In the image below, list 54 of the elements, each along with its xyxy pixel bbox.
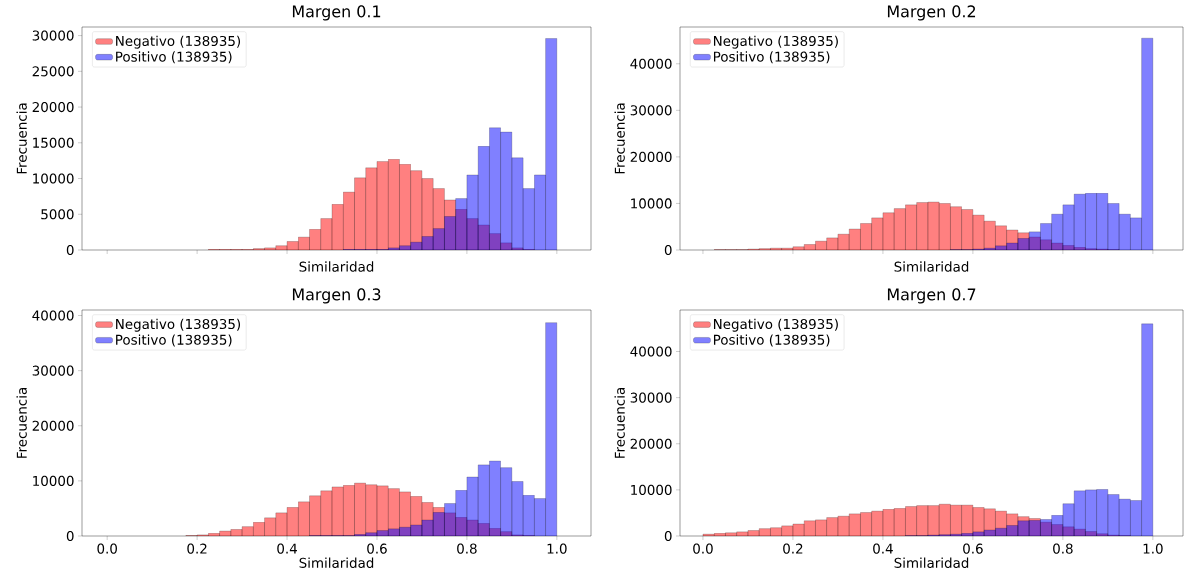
chart-title: Margen 0.7: [887, 288, 976, 304]
legend-label: Negativo (138935): [116, 35, 241, 49]
x-axis-title: Similaridad: [299, 261, 374, 272]
y-tick-label: 20000: [630, 438, 672, 449]
x-tick-label: 0.6: [367, 543, 387, 554]
y-axis-title: Frecuencia: [16, 388, 27, 458]
legend-label: Negativo (138935): [713, 318, 838, 332]
legend-label: Positivo (138935): [713, 334, 830, 347]
x-tick-label: 0.8: [457, 543, 477, 554]
y-axis-title: Frecuencia: [614, 388, 625, 458]
y-tick-label: 0: [66, 244, 74, 256]
y-tick-label: 10000: [631, 198, 672, 209]
y-tick-label: 15000: [33, 137, 74, 148]
legend-label: Negativo (138935): [713, 35, 838, 49]
y-axis-title: Frecuencia: [614, 103, 625, 174]
x-axis-title: Similaridad: [299, 557, 374, 568]
y-tick-label: 20000: [32, 101, 74, 113]
y-tick-label: 0: [664, 244, 672, 256]
y-tick-label: 30000: [630, 105, 672, 116]
x-axis-title: Similaridad: [894, 557, 969, 568]
chart-title: Margen 0.2: [887, 5, 976, 21]
x-tick-label: 0.4: [873, 543, 893, 554]
legend-label: Positivo (138935): [116, 51, 232, 64]
x-tick-label: 0.2: [187, 543, 207, 554]
y-tick-label: 10000: [33, 475, 74, 486]
y-tick-label: 40000: [630, 346, 672, 357]
legend-label: Positivo (138935): [116, 334, 232, 347]
x-tick-label: 1.0: [547, 543, 567, 554]
x-tick-label: 0.2: [783, 543, 803, 554]
y-tick-label: 40000: [32, 310, 74, 321]
y-axis-title: Frecuencia: [16, 103, 27, 174]
y-tick-label: 30000: [630, 392, 672, 403]
y-tick-label: 5000: [41, 209, 74, 220]
chart-title: Margen 0.1: [292, 5, 381, 21]
x-tick-label: 0.0: [97, 543, 117, 554]
x-tick-label: 0.4: [277, 543, 297, 554]
y-tick-label: 20000: [32, 420, 74, 431]
y-tick-label: 0: [66, 530, 74, 542]
legend-label: Positivo (138935): [713, 51, 830, 64]
y-tick-label: 40000: [630, 58, 672, 69]
chart-title: Margen 0.3: [292, 288, 381, 304]
y-tick-label: 30000: [32, 30, 74, 41]
y-tick-label: 10000: [33, 173, 74, 184]
x-axis-title: Similaridad: [894, 261, 969, 272]
y-tick-label: 25000: [32, 66, 74, 77]
y-tick-label: 20000: [630, 151, 672, 162]
y-tick-label: 30000: [32, 365, 74, 376]
x-tick-label: 0.8: [1053, 543, 1073, 554]
y-tick-label: 0: [664, 530, 672, 542]
x-tick-label: 0.6: [963, 543, 983, 554]
x-tick-label: 0.0: [693, 543, 713, 554]
legend-label: Negativo (138935): [116, 318, 241, 332]
x-tick-label: 1.0: [1143, 543, 1163, 554]
y-tick-label: 10000: [631, 484, 672, 495]
